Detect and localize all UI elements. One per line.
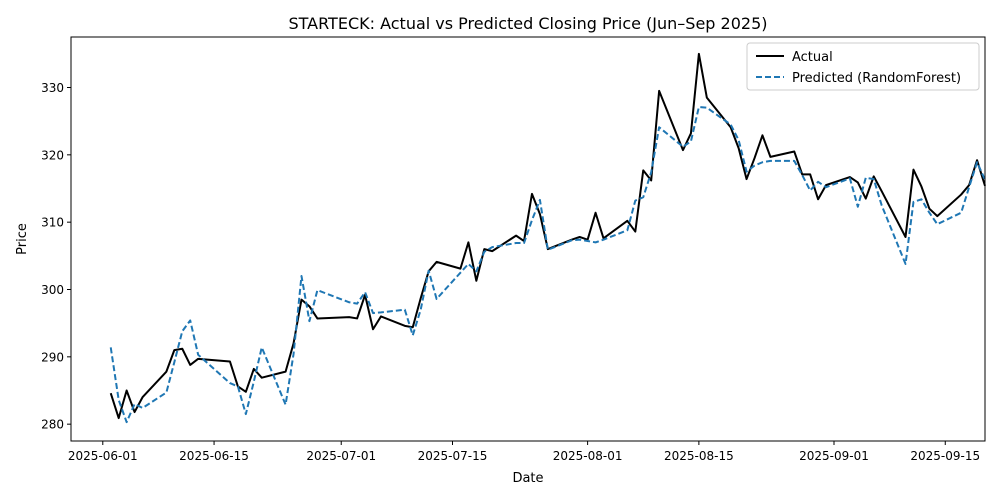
legend: Actual Predicted (RandomForest) <box>746 42 980 91</box>
series-layer <box>109 52 986 424</box>
y-axis-label: Price <box>15 223 30 255</box>
legend-predicted-label: Predicted (RandomForest) <box>792 71 961 86</box>
series-line-actual <box>109 52 986 420</box>
x-tick-label: 2025-07-15 <box>418 449 488 463</box>
legend-box <box>746 42 980 91</box>
y-axis-ticks: 280 290 300 310 320 330 <box>41 81 71 432</box>
y-tick-label: 290 <box>41 350 64 364</box>
x-tick-label: 2025-06-15 <box>179 449 249 463</box>
plot-frame <box>70 36 986 442</box>
x-axis-ticks: 2025-06-01 2025-06-15 2025-07-01 2025-07-15… <box>68 441 980 463</box>
x-tick-label: 2025-08-01 <box>553 449 623 463</box>
x-tick-label: 2025-06-01 <box>68 449 138 463</box>
series-line-predicted <box>109 106 986 424</box>
chart-title: STARTECK: Actual vs Predicted Closing Pr… <box>288 14 767 33</box>
y-tick-label: 300 <box>41 283 64 297</box>
x-tick-label: 2025-08-15 <box>664 449 734 463</box>
legend-actual-label: Actual <box>792 50 833 65</box>
y-tick-label: 330 <box>41 81 64 95</box>
x-tick-label: 2025-07-01 <box>306 449 376 463</box>
y-tick-label: 310 <box>41 216 64 230</box>
y-tick-label: 280 <box>41 418 64 432</box>
x-tick-label: 2025-09-01 <box>799 449 869 463</box>
plot-area: 2025-06-01 2025-06-15 2025-07-01 2025-07-15… <box>41 36 986 463</box>
y-tick-label: 320 <box>41 148 64 162</box>
x-tick-label: 2025-09-15 <box>910 449 980 463</box>
x-axis-label: Date <box>512 471 543 486</box>
